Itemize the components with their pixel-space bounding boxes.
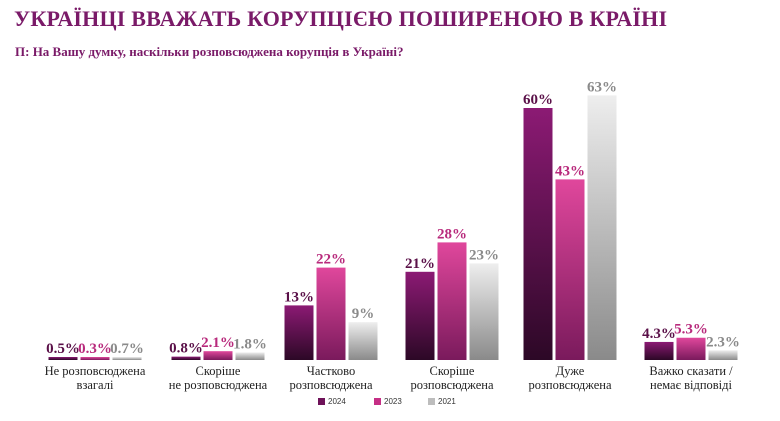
bar-2023-2: [316, 267, 346, 360]
value-label-2024-2: 13%: [284, 289, 314, 305]
legend-swatch-2023: [374, 398, 381, 405]
bar-2024-1: [171, 356, 201, 360]
value-label-2023-1: 2.1%: [201, 335, 235, 351]
bar-2021-2: [348, 322, 378, 360]
value-label-2021-1: 1.8%: [233, 336, 267, 352]
category-label-5-0: Важко сказати /: [649, 364, 733, 378]
value-label-2023-3: 28%: [437, 226, 467, 242]
value-label-2024-3: 21%: [405, 256, 435, 272]
bars-layer: [48, 95, 738, 361]
category-label-0-1: взагалі: [77, 378, 114, 392]
bar-2021-5: [708, 350, 738, 360]
legend-label-2021: 2021: [438, 397, 456, 406]
value-label-2021-4: 63%: [587, 79, 617, 95]
bar-2021-3: [469, 263, 499, 360]
legend-swatch-2024: [318, 398, 325, 405]
value-label-2023-5: 5.3%: [674, 322, 708, 338]
category-label-1-0: Скоріше: [196, 364, 241, 378]
category-label-5-1: немає відповіді: [650, 378, 733, 392]
bar-2024-0: [48, 357, 78, 360]
category-label-4-1: розповсюджена: [528, 378, 612, 392]
bar-2023-5: [676, 337, 706, 360]
bar-2024-2: [284, 305, 314, 360]
bar-2021-0: [112, 357, 142, 360]
legend: 2024 2023 2021: [318, 397, 456, 406]
value-label-2023-2: 22%: [316, 252, 346, 268]
value-label-2024-4: 60%: [523, 92, 553, 108]
category-label-3-1: розповсюджена: [410, 378, 494, 392]
category-label-4-0: Дуже: [556, 364, 585, 378]
legend-label-2024: 2024: [328, 397, 346, 406]
value-label-2024-0: 0.5%: [46, 341, 80, 357]
bar-2024-3: [405, 271, 435, 360]
value-labels-layer: 0.5%0.3%0.7% 0.8%2.1%1.8% 13% 22% 9% 21%28%23…: [46, 79, 740, 357]
value-label-2021-0: 0.7%: [110, 341, 144, 357]
bar-2023-0: [80, 357, 110, 360]
bar-2023-3: [437, 242, 467, 360]
category-label-1-1: не розповсюджена: [169, 378, 268, 392]
value-label-2023-0: 0.3%: [78, 341, 112, 357]
category-label-0-0: Не розповсюджена: [45, 364, 146, 378]
value-label-2021-2: 9%: [352, 306, 375, 322]
value-label-2021-5: 2.3%: [706, 334, 740, 350]
bar-2021-4: [587, 95, 617, 361]
value-label-2023-4: 43%: [555, 163, 585, 179]
category-label-2-0: Частково: [307, 364, 355, 378]
legend-label-2023: 2023: [384, 397, 402, 406]
bar-2023-1: [203, 351, 233, 360]
bar-2021-1: [235, 352, 265, 360]
bar-2024-4: [523, 108, 553, 360]
bar-2024-5: [644, 341, 674, 360]
value-label-2024-5: 4.3%: [642, 326, 676, 342]
chart-title: УКРАЇНЦІ ВВАЖАТЬ КОРУПЦІЄЮ ПОШИРЕНОЮ В К…: [14, 6, 668, 31]
value-label-2024-1: 0.8%: [169, 341, 203, 357]
legend-swatch-2021: [428, 398, 435, 405]
bar-2023-4: [555, 179, 585, 360]
chart-subtitle: П: На Вашу думку, наскільки розповсюджен…: [15, 44, 404, 59]
value-label-2021-3: 23%: [469, 247, 499, 263]
category-label-2-1: розповсюджена: [289, 378, 373, 392]
category-label-3-0: Скоріше: [430, 364, 475, 378]
